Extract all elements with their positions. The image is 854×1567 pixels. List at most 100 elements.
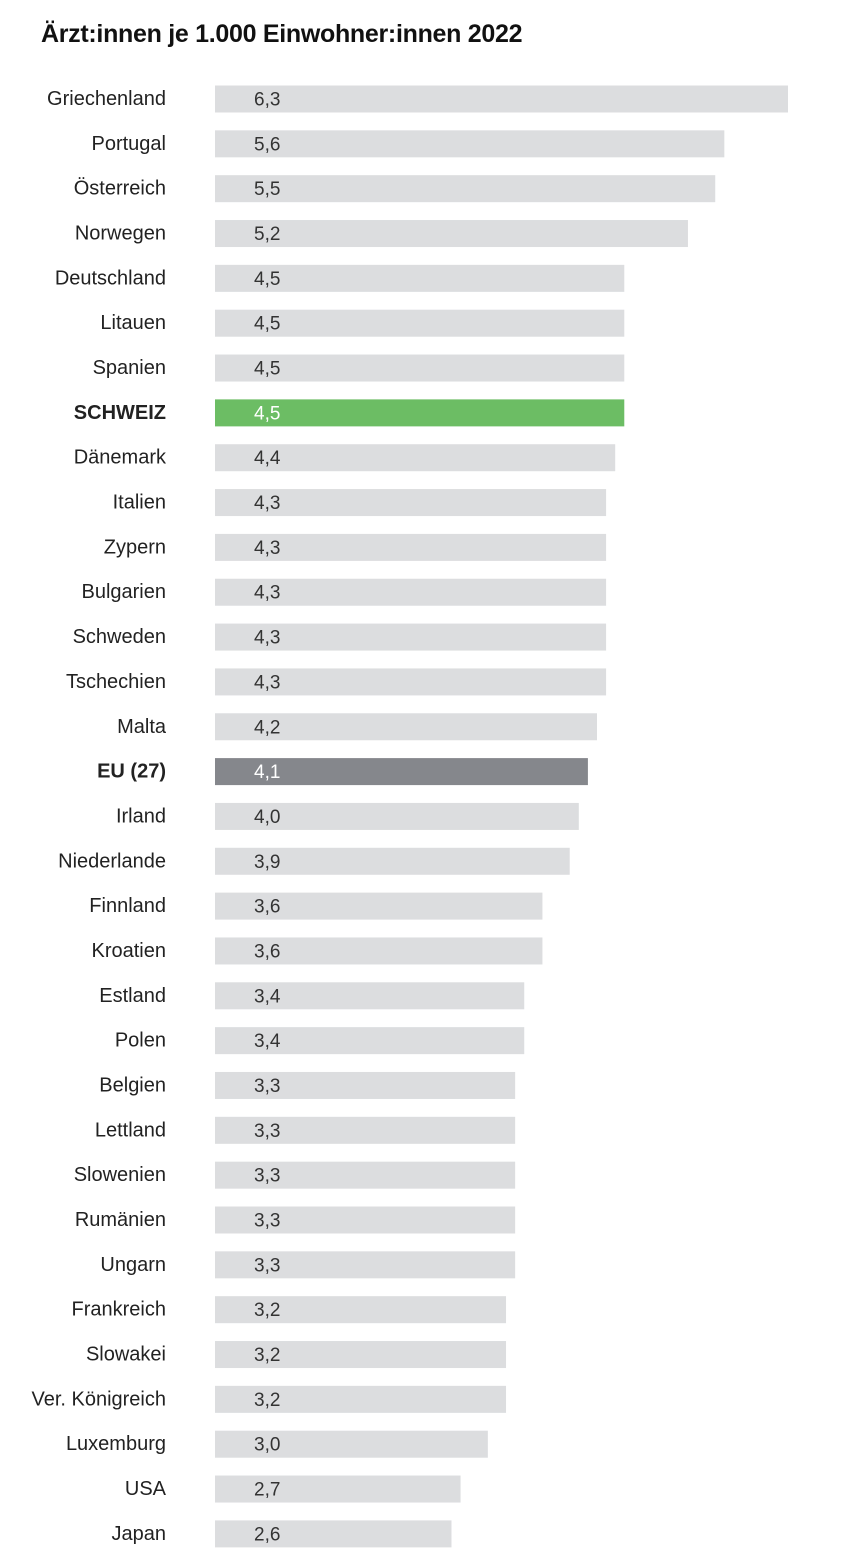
value-label-irland: 4,0 xyxy=(254,807,280,828)
category-label-spanien: Spanien xyxy=(93,357,166,379)
value-label-portugal: 5,6 xyxy=(254,134,280,155)
bar-luxemburg xyxy=(215,1430,488,1458)
value-label-schweiz: 4,5 xyxy=(254,403,280,424)
category-label-slowenien: Slowenien xyxy=(74,1164,166,1186)
bar-slowakei xyxy=(215,1341,507,1369)
bar-usa xyxy=(215,1475,461,1503)
value-label-lettland: 3,3 xyxy=(254,1121,280,1142)
category-label-rumaenien: Rumänien xyxy=(75,1209,166,1231)
bar-japan xyxy=(215,1520,452,1548)
category-label-portugal: Portugal xyxy=(92,133,167,155)
bar-irland xyxy=(215,802,579,830)
bar-lettland xyxy=(215,1116,516,1144)
value-label-zypern: 4,3 xyxy=(254,538,280,559)
value-label-schweden: 4,3 xyxy=(254,628,280,649)
bar-italien xyxy=(215,489,607,517)
value-label-italien: 4,3 xyxy=(254,493,280,514)
value-label-spanien: 4,5 xyxy=(254,359,280,380)
value-label-estland: 3,4 xyxy=(254,986,281,1007)
category-label-tschechien: Tschechien xyxy=(66,671,166,693)
category-label-belgien: Belgien xyxy=(99,1074,166,1096)
category-label-italien: Italien xyxy=(113,492,166,514)
category-label-schweden: Schweden xyxy=(73,626,166,648)
category-label-ungarn: Ungarn xyxy=(100,1254,166,1276)
category-label-irland: Irland xyxy=(116,805,166,827)
value-label-rumaenien: 3,3 xyxy=(254,1211,280,1232)
bar-norwegen xyxy=(215,220,688,248)
category-label-daenemark: Dänemark xyxy=(74,447,167,469)
category-label-finnland: Finnland xyxy=(89,895,166,917)
bar-rumaenien xyxy=(215,1206,516,1234)
bar-zypern xyxy=(215,533,607,561)
bar-slowenien xyxy=(215,1161,516,1189)
bar-estland xyxy=(215,982,525,1010)
bar-finnland xyxy=(215,892,543,920)
category-label-estland: Estland xyxy=(99,985,166,1007)
category-label-litauen: Litauen xyxy=(100,312,166,334)
bar-polen xyxy=(215,1027,525,1055)
value-label-niederlande: 3,9 xyxy=(254,852,280,873)
bar-frankreich xyxy=(215,1296,507,1324)
category-label-ver-koenigreich: Ver. Königreich xyxy=(31,1388,166,1410)
category-label-schweiz: SCHWEIZ xyxy=(74,402,166,424)
category-label-usa: USA xyxy=(125,1478,167,1500)
bar-belgien xyxy=(215,1071,516,1099)
category-label-lettland: Lettland xyxy=(95,1119,166,1141)
value-label-finnland: 3,6 xyxy=(254,897,280,918)
bar-spanien xyxy=(215,354,625,382)
value-label-usa: 2,7 xyxy=(254,1480,280,1501)
value-label-eu-27: 4,1 xyxy=(254,762,280,783)
bar-niederlande xyxy=(215,847,570,875)
value-label-ver-koenigreich: 3,2 xyxy=(254,1390,280,1411)
value-label-japan: 2,6 xyxy=(254,1524,280,1545)
bar-deutschland xyxy=(215,264,625,292)
value-label-litauen: 4,5 xyxy=(254,314,280,335)
category-label-slowakei: Slowakei xyxy=(86,1344,166,1366)
value-label-frankreich: 3,2 xyxy=(254,1300,280,1321)
value-label-kroatien: 3,6 xyxy=(254,941,280,962)
value-label-oesterreich: 5,5 xyxy=(254,179,280,200)
bar-bulgarien xyxy=(215,578,607,606)
bar-oesterreich xyxy=(215,175,716,203)
value-label-ungarn: 3,3 xyxy=(254,1255,280,1276)
value-label-belgien: 3,3 xyxy=(254,1076,280,1097)
category-label-niederlande: Niederlande xyxy=(58,850,166,872)
value-label-polen: 3,4 xyxy=(254,1031,281,1052)
category-label-deutschland: Deutschland xyxy=(55,267,166,289)
bar-tschechien xyxy=(215,668,607,696)
value-label-daenemark: 4,4 xyxy=(254,448,281,469)
value-label-norwegen: 5,2 xyxy=(254,224,280,245)
bar-daenemark xyxy=(215,444,616,472)
bar-kroatien xyxy=(215,937,543,965)
category-label-eu-27: EU (27) xyxy=(97,761,166,783)
value-label-bulgarien: 4,3 xyxy=(254,583,280,604)
value-label-luxemburg: 3,0 xyxy=(254,1435,280,1456)
value-label-deutschland: 4,5 xyxy=(254,269,280,290)
bar-eu-27 xyxy=(215,758,588,786)
category-label-japan: Japan xyxy=(112,1523,167,1545)
category-label-griechenland: Griechenland xyxy=(47,88,166,110)
category-label-polen: Polen xyxy=(115,1030,166,1052)
bar-portugal xyxy=(215,130,725,158)
category-label-oesterreich: Österreich xyxy=(74,178,166,200)
value-label-malta: 4,2 xyxy=(254,717,280,738)
value-label-tschechien: 4,3 xyxy=(254,672,280,693)
value-label-slowenien: 3,3 xyxy=(254,1166,280,1187)
bar-litauen xyxy=(215,309,625,337)
category-label-luxemburg: Luxemburg xyxy=(66,1433,166,1455)
bar-schweden xyxy=(215,623,607,651)
category-label-norwegen: Norwegen xyxy=(75,223,166,245)
category-label-zypern: Zypern xyxy=(104,536,166,558)
value-label-slowakei: 3,2 xyxy=(254,1345,280,1366)
category-label-kroatien: Kroatien xyxy=(92,940,167,962)
bar-ungarn xyxy=(215,1251,516,1279)
bar-schweiz xyxy=(215,399,625,427)
chart-title: Ärzt:innen je 1.000 Einwohner:innen 2022 xyxy=(41,20,523,48)
category-label-malta: Malta xyxy=(117,716,167,738)
bar-griechenland xyxy=(215,85,788,113)
category-label-frankreich: Frankreich xyxy=(72,1299,166,1321)
bar-malta xyxy=(215,713,597,741)
value-label-griechenland: 6,3 xyxy=(254,90,280,111)
bar-ver-koenigreich xyxy=(215,1385,507,1413)
